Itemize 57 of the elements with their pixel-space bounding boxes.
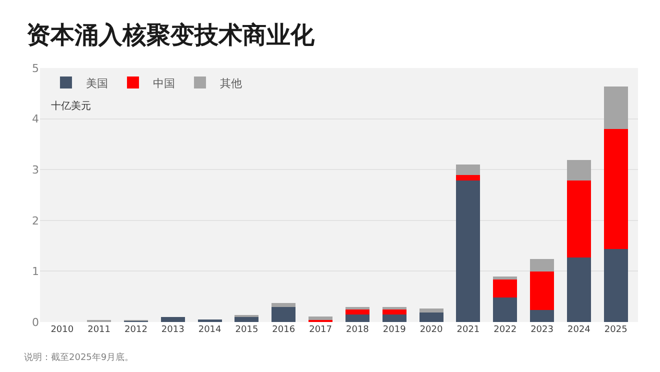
- x-tick-label: 2017: [309, 325, 332, 335]
- bar: [604, 128, 628, 249]
- x-tick-label: 2011: [88, 325, 111, 335]
- bar: [234, 316, 259, 322]
- bar: [345, 306, 370, 310]
- bar: [530, 310, 554, 322]
- y-tick-label: 4: [32, 112, 39, 126]
- bar: [419, 312, 444, 322]
- bar: [160, 316, 185, 322]
- x-tick-label: 2025: [604, 325, 628, 335]
- bar: [493, 298, 518, 322]
- bar: [382, 306, 406, 310]
- legend-label: 其他: [220, 76, 242, 90]
- bar: [530, 259, 554, 272]
- x-tick-label: 2010: [50, 325, 74, 335]
- bar: [493, 279, 518, 298]
- y-tick-label: 2: [32, 214, 39, 228]
- y-tick-label: 0: [32, 316, 39, 329]
- bar: [456, 175, 480, 180]
- y-tick-label: 5: [32, 62, 39, 75]
- text: 说明：截至2025年9月底。: [24, 352, 134, 363]
- x-tick-label: 2013: [161, 325, 184, 335]
- bar: [198, 319, 222, 322]
- bar: [604, 86, 628, 129]
- bar: [419, 308, 444, 312]
- y-axis-title: 十亿美元: [51, 100, 91, 112]
- y-tick-label: 3: [32, 163, 39, 176]
- bar: [604, 248, 628, 322]
- bar: [382, 314, 406, 322]
- legend-label: 美国: [86, 76, 108, 90]
- bar: [272, 303, 296, 307]
- bar: [493, 276, 518, 280]
- x-tick-label: 2022: [494, 325, 517, 335]
- bar: [456, 164, 480, 176]
- legend-label: 中国: [152, 76, 175, 90]
- bar: [566, 180, 591, 258]
- bar: [272, 306, 296, 322]
- bar: [566, 160, 591, 180]
- x-tick-label: 2019: [382, 325, 406, 335]
- bar: [456, 180, 480, 322]
- x-tick-label: 2018: [346, 325, 370, 335]
- x-tick-label: 2015: [235, 325, 258, 335]
- x-tick-label: 2024: [567, 325, 591, 335]
- bar: [345, 314, 370, 322]
- x-tick-label: 2020: [420, 325, 444, 335]
- bar: [308, 316, 333, 320]
- y-tick-label: 1: [32, 265, 39, 278]
- x-tick-label: 2014: [198, 325, 222, 335]
- bar: [566, 257, 591, 322]
- bar: [382, 309, 406, 314]
- x-tick-label: 2016: [272, 325, 296, 335]
- bar: [530, 272, 554, 310]
- bar: [345, 309, 370, 314]
- chart-title: 资本涌入核聚变技术商业化: [26, 20, 316, 49]
- x-tick-label: 2023: [530, 325, 554, 335]
- x-tick-label: 2021: [456, 325, 480, 335]
- x-tick-label: 2012: [124, 325, 148, 335]
